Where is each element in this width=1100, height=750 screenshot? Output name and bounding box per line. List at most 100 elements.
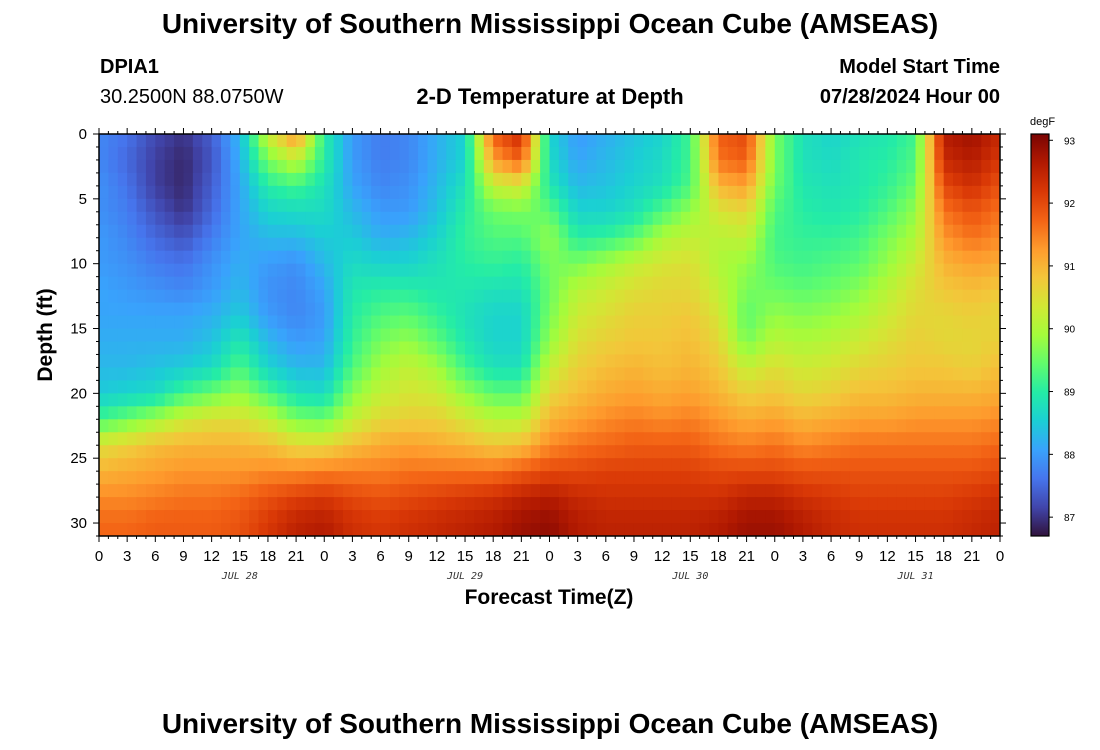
- heatmap-cell: [277, 146, 288, 161]
- heatmap-cell: [530, 263, 541, 278]
- heatmap-cell: [333, 134, 344, 148]
- heatmap-cell: [605, 211, 616, 226]
- heatmap-cell: [399, 445, 410, 459]
- heatmap-cell: [267, 224, 278, 239]
- heatmap-cell: [408, 185, 419, 200]
- heatmap-cell: [877, 211, 888, 226]
- heatmap-cell: [502, 315, 513, 330]
- heatmap-cell: [418, 510, 429, 524]
- heatmap-cell: [774, 134, 785, 148]
- heatmap-cell: [849, 224, 860, 239]
- heatmap-cell: [587, 458, 598, 472]
- heatmap-cell: [568, 250, 579, 265]
- heatmap-cell: [164, 419, 175, 433]
- heatmap-cell: [502, 380, 513, 394]
- heatmap-cell: [812, 367, 823, 381]
- heatmap-cell: [108, 134, 119, 148]
- heatmap-cell: [868, 185, 879, 200]
- heatmap-cell: [596, 471, 607, 485]
- heatmap-cell: [652, 497, 663, 511]
- heatmap-cell: [540, 185, 551, 200]
- heatmap-cell: [662, 198, 673, 213]
- x-tick-label: 18: [260, 548, 277, 565]
- heatmap-cell: [333, 315, 344, 330]
- heatmap-cell: [746, 523, 757, 536]
- heatmap-cell: [727, 237, 738, 252]
- heatmap-cell: [755, 263, 766, 278]
- heatmap-cell: [324, 393, 335, 407]
- heatmap-cell: [802, 172, 813, 187]
- heatmap-cell: [990, 523, 1000, 536]
- heatmap-cell: [343, 302, 354, 317]
- heatmap-cell: [221, 146, 231, 161]
- heatmap-cell: [971, 134, 982, 148]
- heatmap-cell: [371, 237, 382, 252]
- heatmap-cell: [652, 263, 663, 278]
- heatmap-cell: [540, 250, 551, 265]
- heatmap-cell: [296, 510, 307, 524]
- heatmap-cell: [633, 289, 644, 304]
- heatmap-cell: [877, 380, 888, 394]
- x-tick-label: 12: [879, 548, 896, 565]
- heatmap-cell: [896, 406, 907, 420]
- heatmap-cell: [765, 393, 776, 407]
- heatmap-cell: [671, 315, 682, 330]
- heatmap-cell: [239, 484, 250, 498]
- heatmap-cell: [296, 328, 307, 343]
- heatmap-cell: [774, 510, 785, 524]
- heatmap-cell: [549, 146, 560, 161]
- heatmap-cell: [511, 510, 522, 524]
- heatmap-cell: [117, 237, 128, 252]
- heatmap-cell: [427, 328, 438, 343]
- heatmap-cell: [981, 172, 992, 187]
- heatmap-cell: [727, 224, 738, 239]
- heatmap-cell: [371, 432, 382, 446]
- heatmap-cell: [192, 250, 203, 265]
- heatmap-cell: [211, 211, 222, 226]
- heatmap-cell: [221, 198, 231, 213]
- heatmap-cell: [568, 315, 579, 330]
- heatmap-cell: [174, 185, 185, 200]
- heatmap-cell: [840, 134, 851, 148]
- heatmap-cell: [314, 172, 325, 187]
- heatmap-cell: [718, 341, 729, 356]
- heatmap-cell: [174, 159, 185, 174]
- heatmap-cell: [371, 328, 382, 343]
- heatmap-cell: [108, 497, 119, 511]
- heatmap-cell: [615, 380, 626, 394]
- heatmap-cell: [568, 432, 579, 446]
- heatmap-cell: [267, 471, 278, 485]
- heatmap-cell: [108, 250, 119, 265]
- heatmap-cell: [474, 185, 485, 200]
- heatmap-cell: [784, 237, 795, 252]
- heatmap-cell: [136, 198, 147, 213]
- heatmap-cell: [155, 146, 166, 161]
- heatmap-cell: [286, 523, 297, 536]
- heatmap-cell: [624, 354, 635, 369]
- heatmap-cell: [859, 263, 870, 278]
- heatmap-cell: [727, 419, 738, 433]
- colorbar-unit: degF: [1030, 116, 1055, 128]
- heatmap-cell: [549, 380, 560, 394]
- heatmap-cell: [821, 445, 832, 459]
- heatmap-cell: [821, 185, 832, 200]
- heatmap-cell: [371, 224, 382, 239]
- heatmap-cell: [267, 146, 278, 161]
- heatmap-cell: [643, 510, 654, 524]
- heatmap-cell: [418, 224, 429, 239]
- heatmap-cell: [136, 211, 147, 226]
- heatmap-cell: [765, 276, 776, 291]
- heatmap-cell: [624, 432, 635, 446]
- heatmap-cell: [155, 510, 166, 524]
- heatmap-cell: [483, 250, 494, 265]
- heatmap-cell: [615, 146, 626, 161]
- heatmap-cell: [568, 237, 579, 252]
- heatmap-cell: [117, 380, 128, 394]
- heatmap-cell: [155, 328, 166, 343]
- heatmap-cell: [324, 419, 335, 433]
- heatmap-cell: [446, 523, 457, 536]
- heatmap-cell: [502, 510, 513, 524]
- heatmap-cell: [793, 328, 804, 343]
- heatmap-cell: [877, 198, 888, 213]
